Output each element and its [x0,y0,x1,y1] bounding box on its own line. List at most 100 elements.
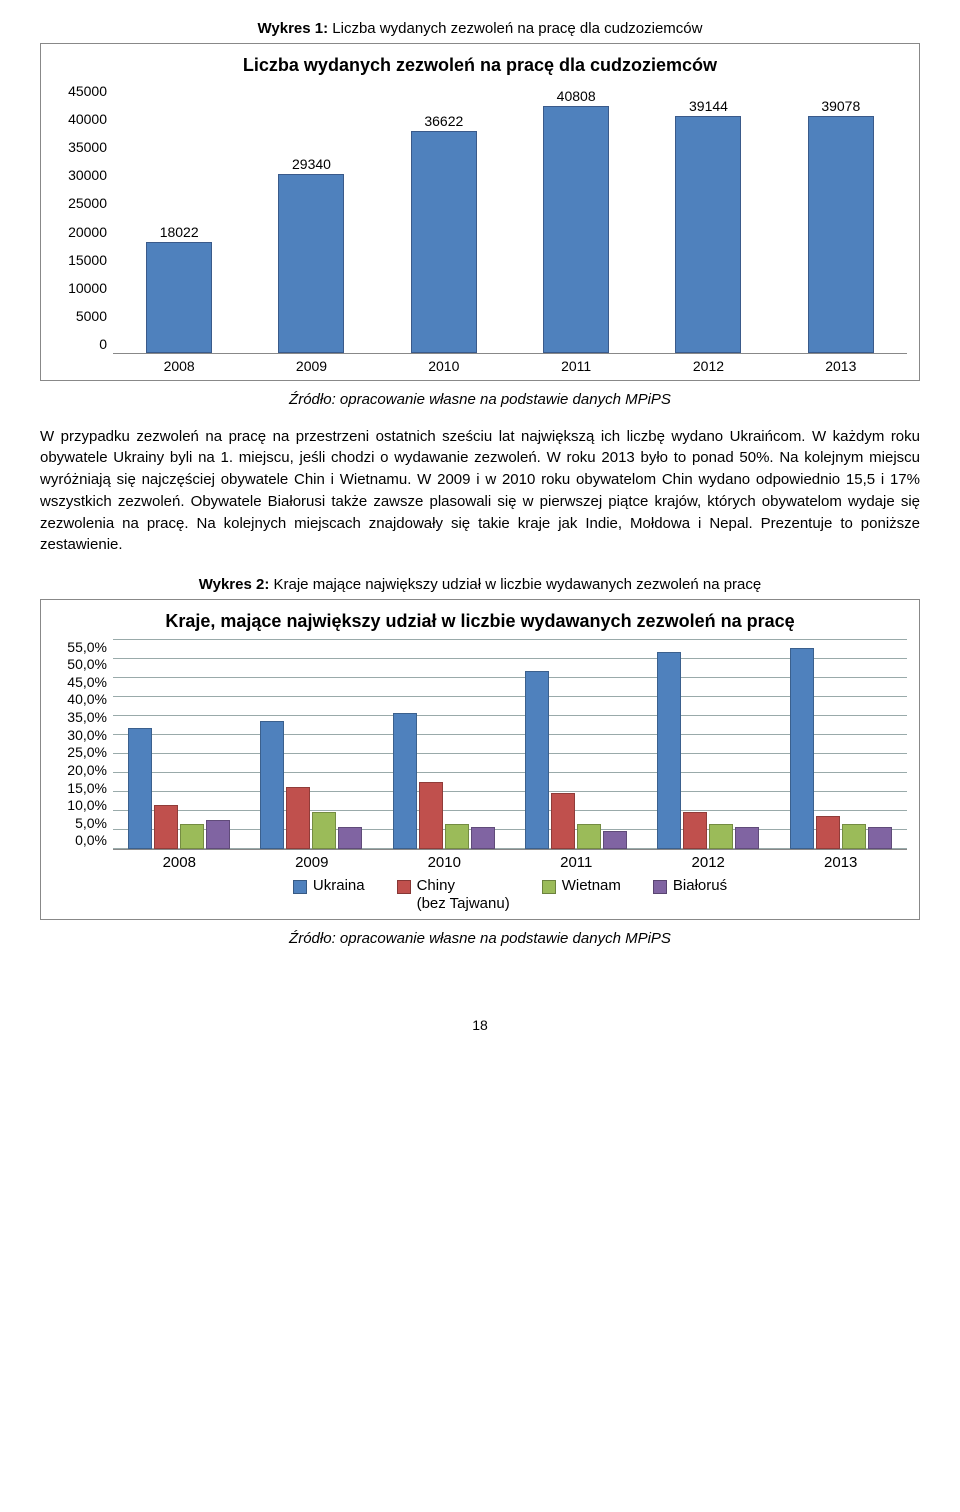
chart1-value-label: 36622 [424,113,463,129]
chart2-bar-Chiny [286,787,310,848]
chart2-bar-Chiny [816,816,840,849]
chart1-bar [675,116,741,353]
chart2-bar-Chiny [419,782,443,849]
chart2-ytick: 35,0% [67,709,107,725]
chart2-bar-Ukraina [657,652,681,849]
figure2-caption-prefix: Wykres 2: [199,576,270,593]
chart1-ytick: 20000 [68,224,107,240]
legend-label: Ukraina [313,877,365,895]
chart2-bar-Ukraina [260,721,284,849]
chart1-container: Liczba wydanych zezwoleń na pracę dla cu… [40,43,920,381]
chart2-bar-Bialorus [735,827,759,848]
chart1-ytick: 5000 [76,308,107,324]
chart1-bar [278,174,344,352]
figure1-caption-prefix: Wykres 1: [258,20,329,37]
chart1-value-label: 39078 [821,98,860,114]
chart1-xtick: 2013 [796,358,886,374]
chart1-xtick: 2008 [134,358,224,374]
chart2-yaxis: 55,0%50,0%45,0%40,0%35,0%30,0%25,0%20,0%… [53,639,113,849]
chart1-yaxis: 4500040000350003000025000200001500010000… [53,83,113,353]
chart2-xtick: 2012 [692,854,725,871]
chart1-bar [411,131,477,353]
chart2-xtick: 2009 [295,854,328,871]
legend-swatch [542,880,556,894]
chart1-xaxis: 200820092010201120122013 [113,358,907,374]
chart1-bar-wrap: 39144 [663,98,753,353]
chart2-bar-Bialorus [868,827,892,848]
chart2-group [128,728,230,848]
chart1-ytick: 10000 [68,280,107,296]
chart2-xtick: 2013 [824,854,857,871]
chart1-bar-wrap: 40808 [531,88,621,353]
chart2-ytick: 55,0% [67,639,107,655]
chart1-bar-wrap: 39078 [796,98,886,352]
chart2-bar-Ukraina [393,713,417,849]
legend-item-Wietnam: Wietnam [542,877,621,913]
legend-swatch [293,880,307,894]
chart2-group [260,721,362,849]
chart2-group [525,671,627,849]
chart1-ytick: 45000 [68,83,107,99]
chart2-xtick: 2010 [428,854,461,871]
chart2-bar-Wietnam [709,824,733,849]
chart2-legend: Ukraina Chiny (bez Tajwanu) Wietnam Białoru… [113,877,907,913]
chart2-xtick: 2011 [560,854,592,871]
chart2-bar-Wietnam [180,824,204,849]
chart1-ytick: 40000 [68,111,107,127]
chart2-bar-Wietnam [312,812,336,848]
chart1-xtick: 2012 [663,358,753,374]
chart1-xtick: 2009 [266,358,356,374]
chart2-group [657,652,759,849]
chart2-bar-Bialorus [338,827,362,848]
chart2-ytick: 15,0% [67,780,107,796]
chart2-bar-groups [113,639,907,849]
chart2-ytick: 10,0% [67,797,107,813]
chart2-xtick: 2008 [163,854,196,871]
chart2-container: Kraje, mające największy udział w liczbi… [40,599,920,920]
legend-item-Chiny: Chiny (bez Tajwanu) [397,877,510,913]
chart2-bar-Bialorus [603,831,627,848]
chart2-ytick: 45,0% [67,674,107,690]
chart1-value-label: 18022 [160,224,199,240]
page-number: 18 [40,1017,920,1033]
chart2-bar-Chiny [683,812,707,848]
chart2-ytick: 30,0% [67,727,107,743]
chart2-xaxis: 2008 2009 2010 2011 2012 2013 [113,854,907,871]
chart2-bar-Wietnam [842,824,866,849]
figure1-caption-rest: Liczba wydanych zezwoleń na pracę dla cu… [328,20,702,37]
chart2-bar-Chiny [551,793,575,848]
chart2-bar-Wietnam [577,824,601,849]
chart1-bar [808,116,874,352]
chart2-ytick: 5,0% [75,815,107,831]
chart2-ytick: 50,0% [67,656,107,672]
chart1-ytick: 25000 [68,195,107,211]
chart2-bar-Ukraina [128,728,152,848]
chart1-bar-wrap: 18022 [134,224,224,352]
legend-label: Białoruś [673,877,727,895]
chart2-bar-Wietnam [445,824,469,849]
figure2-caption-rest: Kraje mające największy udział w liczbie… [269,576,761,593]
chart1-xtick: 2010 [399,358,489,374]
chart1-plot: 18022 29340 36622 40808 39144 39078 [113,83,907,354]
chart2-group [393,713,495,849]
chart1-bar-wrap: 29340 [266,156,356,352]
chart2-bar-Bialorus [471,827,495,848]
chart1-bars: 18022 29340 36622 40808 39144 39078 [113,83,907,353]
legend-swatch [653,880,667,894]
chart2-ytick: 0,0% [75,832,107,848]
chart1-bar [146,242,212,352]
chart1-plot-area: 4500040000350003000025000200001500010000… [53,83,907,354]
chart1-ytick: 15000 [68,252,107,268]
figure1-caption: Wykres 1: Liczba wydanych zezwoleń na pr… [40,20,920,37]
chart2-plot-area: 55,0%50,0%45,0%40,0%35,0%30,0%25,0%20,0%… [53,639,907,850]
source1: Źródło: opracowanie własne na podstawie … [40,391,920,408]
chart2-ytick: 20,0% [67,762,107,778]
chart1-bar [543,106,609,353]
legend-item-Ukraina: Ukraina [293,877,365,913]
chart2-group [790,648,892,849]
chart2-plot [113,639,907,850]
body-paragraph: W przypadku zezwoleń na pracę na przestr… [40,426,920,557]
chart2-title: Kraje, mające największy udział w liczbi… [53,610,907,633]
chart1-value-label: 29340 [292,156,331,172]
chart1-value-label: 40808 [557,88,596,104]
